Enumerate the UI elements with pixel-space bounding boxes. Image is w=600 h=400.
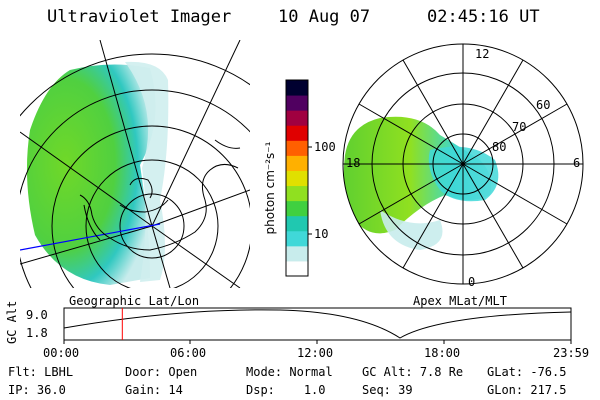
altitude-ylabel: GC Alt [5, 300, 19, 344]
geographic-image [20, 40, 250, 288]
colorbar-segment [286, 95, 308, 111]
mlat-label-70: 70 [512, 120, 527, 134]
colorbar-segment [286, 215, 308, 232]
date-label: 10 Aug 07 [278, 7, 371, 27]
colorbar-segment [286, 110, 308, 126]
time-tick-0600: 06:00 [170, 346, 207, 360]
info-glon: GLon: 217.5 [487, 383, 567, 397]
info-dsp: Dsp: 1.0 [246, 383, 326, 397]
info-ip: IP: 36.0 [8, 383, 66, 397]
info-seq: Seq: 39 [362, 383, 413, 397]
mlt-label-18: 18 [346, 156, 361, 170]
apex-caption: Apex MLat/MLT [413, 294, 507, 308]
colorbar-tick-10: 10 [314, 227, 329, 241]
info-filter: Flt: LBHL [8, 365, 74, 379]
mlt-label-0: 0 [468, 275, 476, 289]
time-tick-1800: 18:00 [424, 346, 461, 360]
colorbar-segment [286, 185, 308, 202]
colorbar-unit-label: photon cm⁻²s⁻¹ [263, 141, 277, 235]
colorbar-segment [286, 260, 308, 277]
colorbar-segment [286, 200, 308, 217]
altitude-ytick-high: 9.0 [26, 308, 48, 322]
altitude-ytick-low: 1.8 [26, 326, 48, 340]
mlt-label-12: 12 [475, 47, 490, 61]
time-label: 02:45:16 UT [427, 7, 540, 27]
mlt-label-6: 6 [573, 156, 581, 170]
altitude-curve [63, 309, 572, 339]
mlat-label-60: 60 [536, 98, 551, 112]
time-tick-1200: 12:00 [297, 346, 334, 360]
info-mode: Mode: Normal [246, 365, 333, 379]
info-gc-alt: GC Alt: 7.8 Re [362, 365, 464, 379]
polar-grid [342, 43, 584, 285]
geographic-caption: Geographic Lat/Lon [69, 294, 200, 308]
time-tick-0000: 00:00 [43, 346, 80, 360]
info-glat: GLat: -76.5 [487, 365, 567, 379]
colorbar-segment [286, 140, 308, 156]
colorbar-tick-100: 100 [314, 140, 336, 154]
colorbar-segment [286, 80, 308, 96]
polar-image [343, 116, 499, 250]
info-gain: Gain: 14 [125, 383, 183, 397]
instrument-title: Ultraviolet Imager [47, 7, 232, 27]
mlat-label-80: 80 [492, 140, 507, 154]
colorbar-segment [286, 125, 308, 141]
colorbar-segment [286, 170, 308, 187]
colorbar [286, 80, 308, 277]
time-tick-2359: 23:59 [553, 346, 590, 360]
colorbar-segment [286, 245, 308, 262]
info-door: Door: Open [125, 365, 198, 379]
colorbar-segment [286, 230, 308, 247]
colorbar-segment [286, 155, 308, 171]
